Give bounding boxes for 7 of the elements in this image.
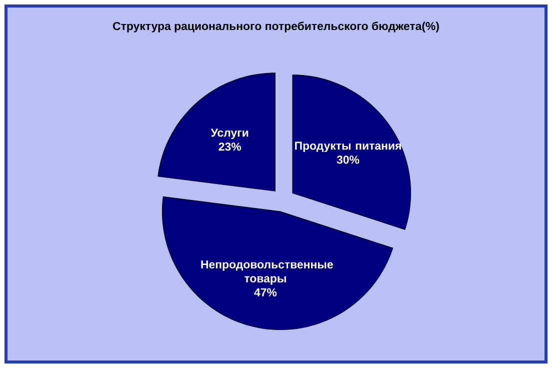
slice-label: Непродовольственные товары <box>201 260 333 285</box>
chart-title: Структура рационального потребительского бюджета(%) <box>113 22 439 32</box>
data-label: 23% <box>218 142 242 151</box>
slice-label: Продукты питания <box>295 142 401 152</box>
slice-label: Услуги <box>210 128 248 139</box>
data-label: 47% <box>254 288 277 296</box>
data-label: 30% <box>336 156 360 164</box>
